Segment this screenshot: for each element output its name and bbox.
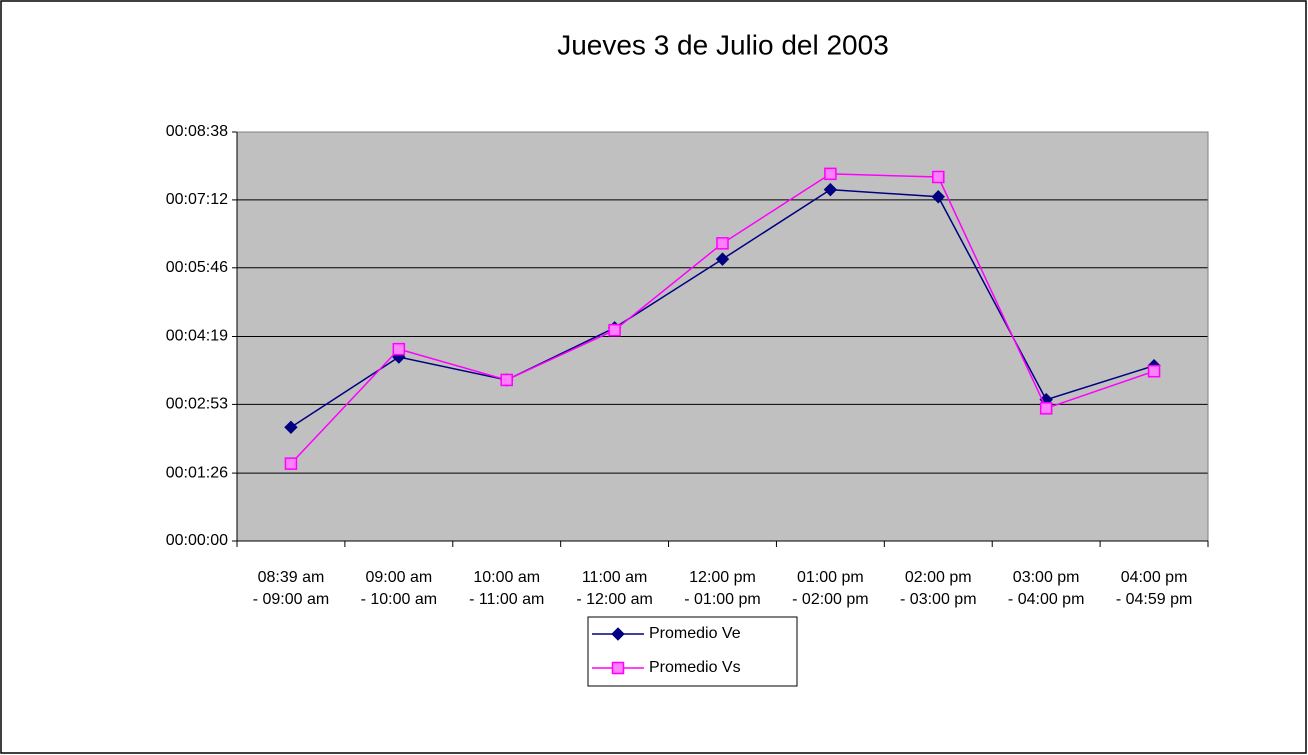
data-point <box>931 190 945 204</box>
y-tick-label: 00:07:12 <box>166 191 228 208</box>
x-tick-label: 08:39 am - 09:00 am <box>253 569 329 608</box>
y-tick-label: 00:04:19 <box>166 328 228 345</box>
data-point <box>715 252 730 266</box>
x-tick-label: 04:00 pm - 04:59 pm <box>1116 569 1192 608</box>
data-point <box>932 170 945 184</box>
data-point <box>284 457 298 470</box>
legend-marker <box>611 627 625 641</box>
x-tick-label: 01:00 pm - 02:00 pm <box>792 569 868 608</box>
legend-label: Promedio Ve <box>649 625 741 642</box>
legend <box>587 616 798 687</box>
data-point <box>608 323 621 337</box>
data-point <box>1147 364 1161 378</box>
x-tick-label: 09:00 am - 10:00 am <box>361 569 437 608</box>
x-tick-label: 03:00 pm - 04:00 pm <box>1008 569 1084 608</box>
data-point <box>500 373 513 387</box>
y-tick-label: 00:01:26 <box>166 464 228 481</box>
x-tick-label: 11:00 am - 12:00 am <box>576 569 652 608</box>
y-tick-label: 00:08:38 <box>166 123 228 140</box>
x-tick-label: 10:00 am - 11:00 am <box>469 569 544 608</box>
data-point <box>823 182 838 197</box>
y-tick-label: 00:02:53 <box>166 396 228 413</box>
x-tick-label: 02:00 pm - 03:00 pm <box>900 569 976 608</box>
legend-marker <box>611 661 625 675</box>
legend-label: Promedio Vs <box>649 659 741 676</box>
y-tick-label: 00:00:00 <box>166 532 228 549</box>
data-point <box>392 342 406 356</box>
y-tick-label: 00:05:46 <box>166 259 228 276</box>
data-point <box>716 237 729 250</box>
data-point <box>1039 402 1053 415</box>
data-point <box>284 420 298 435</box>
chart-title: Jueves 3 de Julio del 2003 <box>557 29 889 60</box>
x-tick-label: 12:00 pm - 01:00 pm <box>684 569 760 608</box>
data-point <box>824 167 837 181</box>
